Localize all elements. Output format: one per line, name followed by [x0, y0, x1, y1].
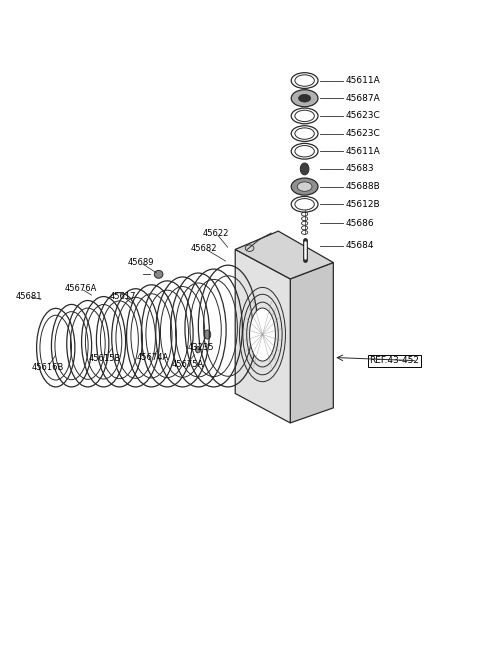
Text: 45616B: 45616B	[31, 363, 64, 372]
Text: 45683: 45683	[345, 165, 374, 173]
Text: 45617: 45617	[109, 292, 136, 301]
Text: 45622: 45622	[203, 228, 229, 237]
Ellipse shape	[297, 182, 312, 192]
Text: 45682: 45682	[191, 243, 217, 253]
Text: 45623C: 45623C	[345, 129, 380, 138]
Ellipse shape	[250, 308, 276, 361]
Text: 45689: 45689	[127, 258, 154, 267]
Text: 45681: 45681	[15, 292, 42, 301]
Ellipse shape	[291, 178, 318, 195]
Text: 45688B: 45688B	[345, 182, 380, 191]
Ellipse shape	[291, 90, 318, 107]
Text: 45611A: 45611A	[345, 76, 380, 85]
Text: 43235: 43235	[188, 343, 214, 352]
Text: 45611A: 45611A	[345, 147, 380, 155]
Circle shape	[204, 330, 211, 339]
Text: REF.43-452: REF.43-452	[370, 356, 420, 365]
Text: 45676A: 45676A	[65, 284, 97, 293]
Text: 45675A: 45675A	[171, 359, 204, 369]
Circle shape	[195, 346, 200, 353]
Text: 45612B: 45612B	[345, 200, 380, 209]
Polygon shape	[290, 262, 333, 423]
Text: 45623C: 45623C	[345, 112, 380, 121]
Text: 45674A: 45674A	[137, 353, 169, 362]
Circle shape	[300, 163, 309, 174]
Polygon shape	[235, 249, 290, 423]
Text: 45687A: 45687A	[345, 94, 380, 103]
Ellipse shape	[299, 94, 311, 102]
Text: 45686: 45686	[345, 218, 374, 228]
Text: 45615B: 45615B	[89, 354, 121, 363]
Text: 45684: 45684	[345, 241, 374, 250]
Ellipse shape	[245, 245, 254, 251]
Ellipse shape	[155, 270, 163, 278]
Polygon shape	[235, 231, 333, 279]
